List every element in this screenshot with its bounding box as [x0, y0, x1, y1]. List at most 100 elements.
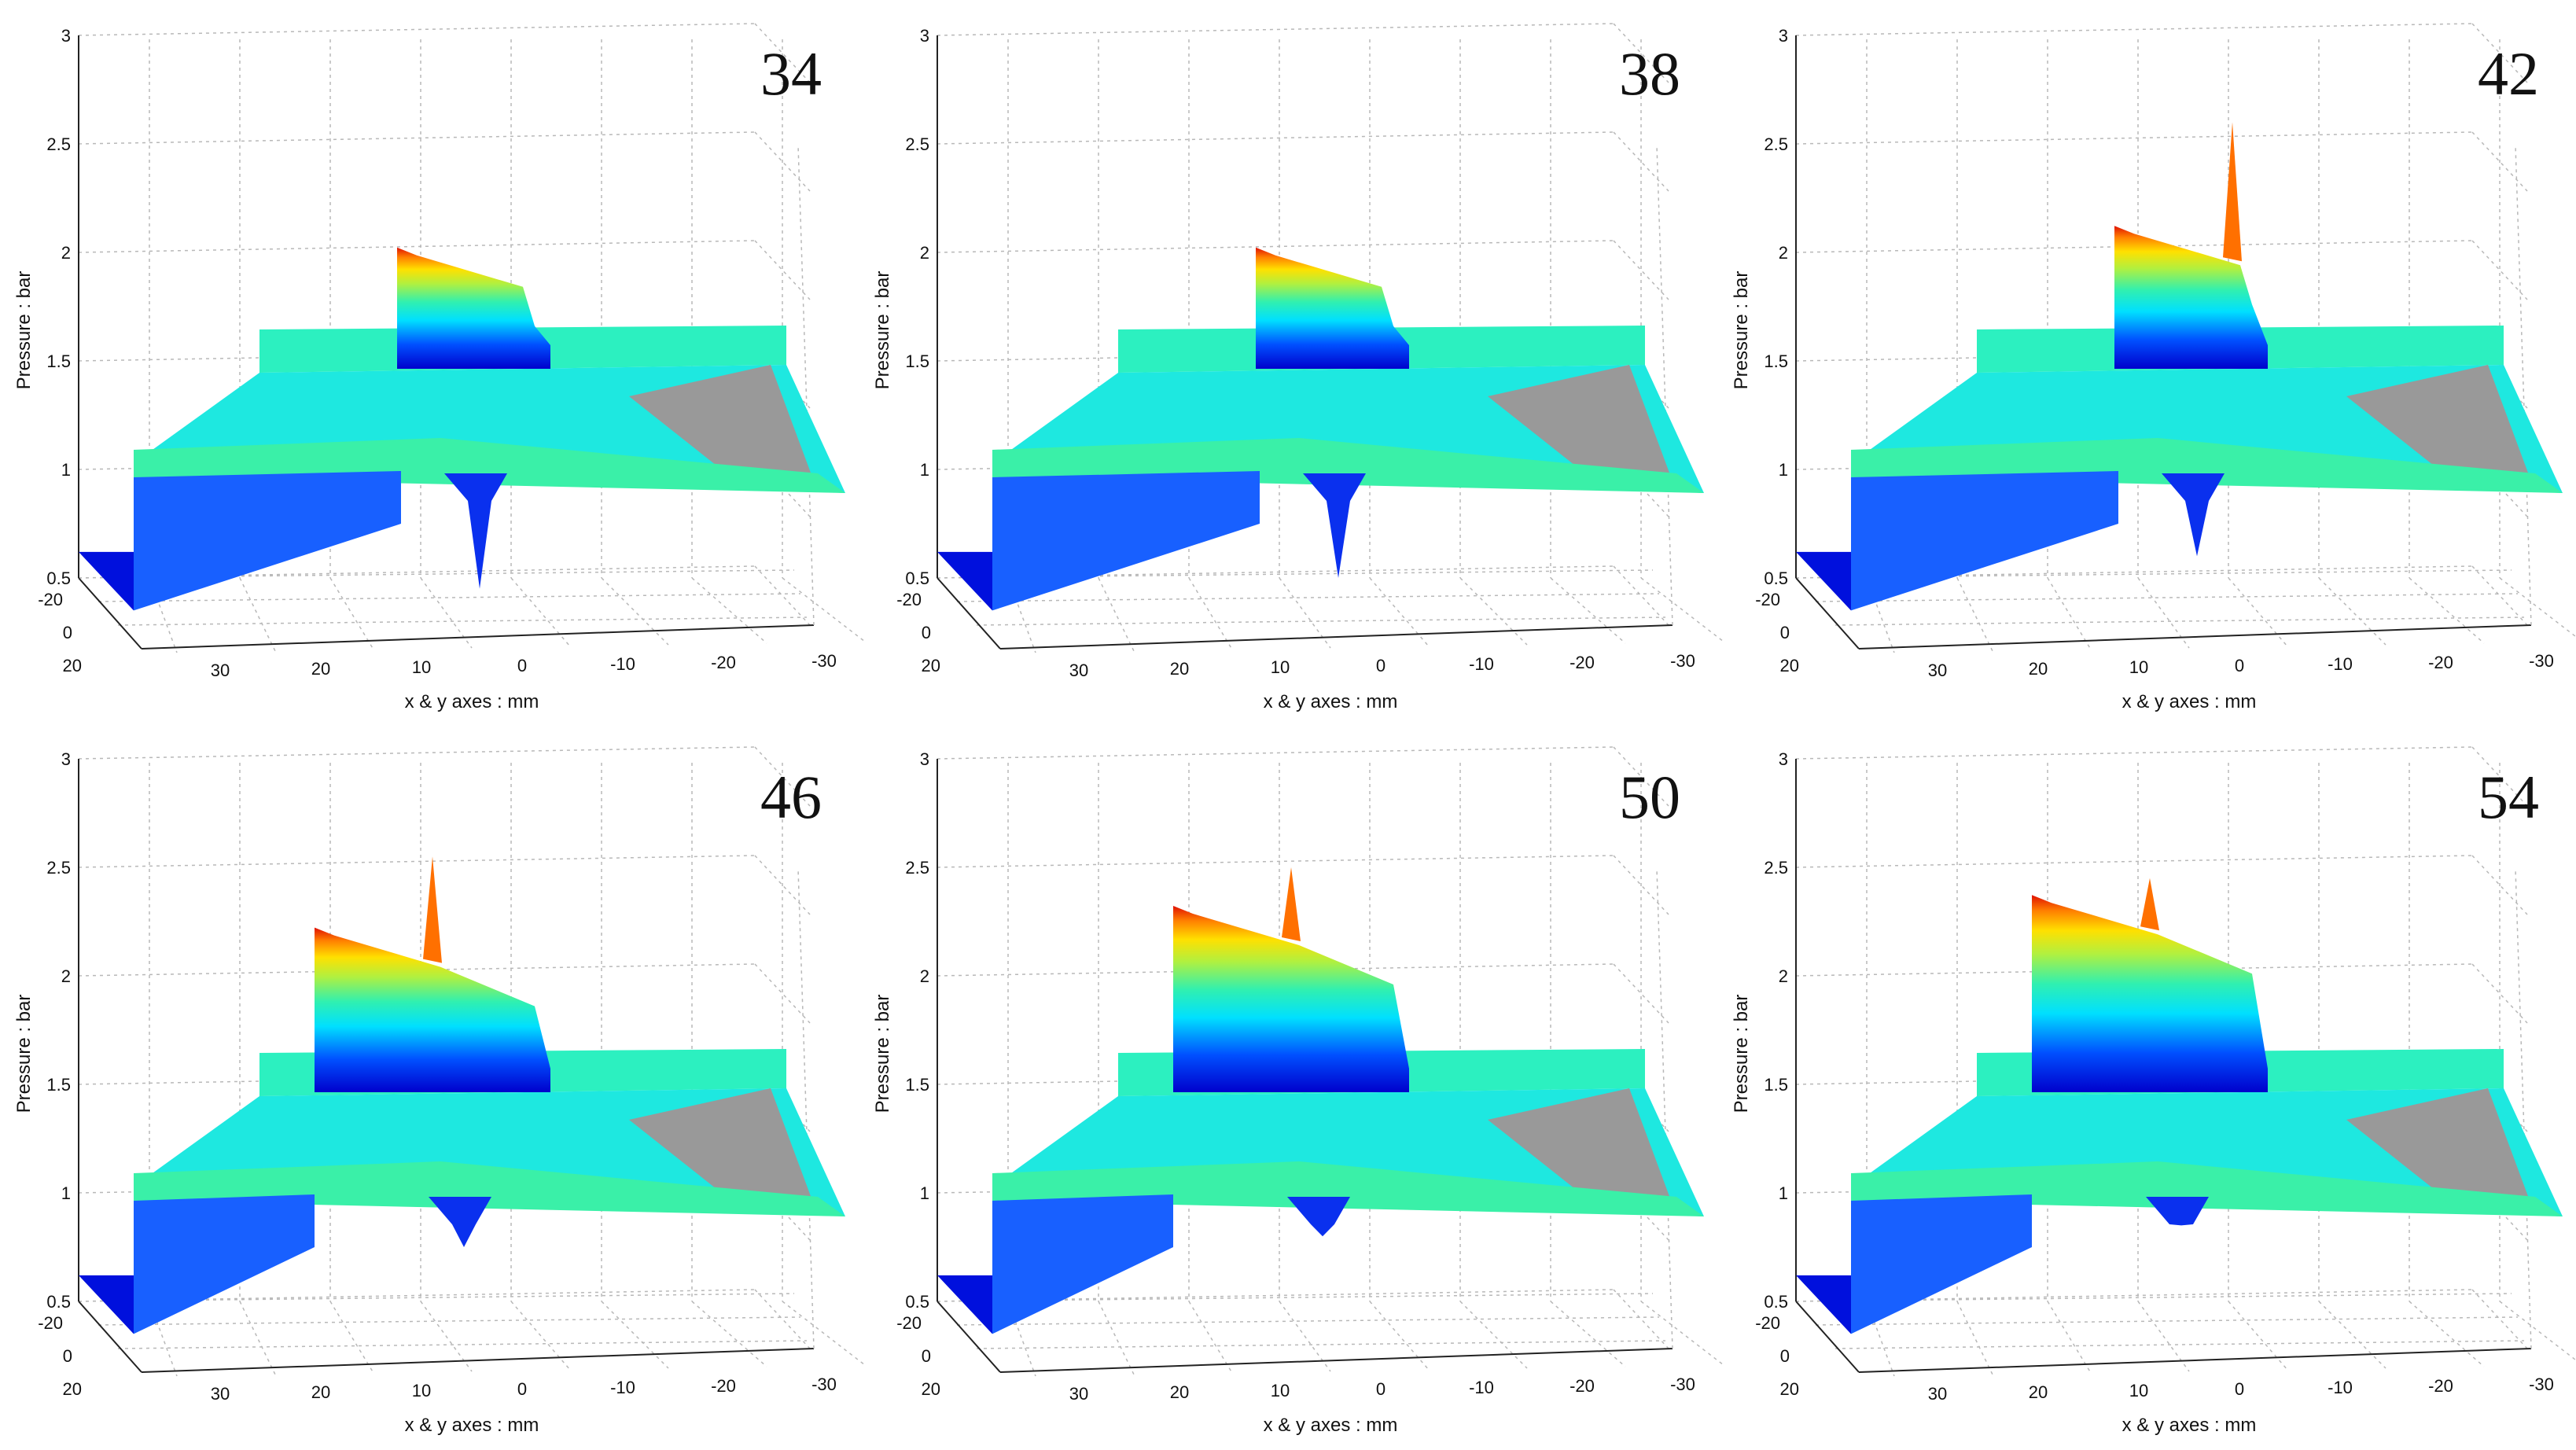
z-tick-label: 1 — [1779, 1183, 1788, 1203]
floor-gridline — [1369, 1301, 1430, 1371]
z-gridline — [78, 746, 756, 760]
z-tick-label: 2.5 — [46, 858, 71, 878]
floor-gridline — [2137, 1301, 2190, 1372]
pressure-dip — [429, 1197, 491, 1247]
x-axis-title: x & y axes : mm — [2122, 1415, 2257, 1436]
z-gridline — [78, 131, 756, 145]
x-tick-label: 20 — [2029, 1382, 2048, 1402]
z-gridline — [1795, 23, 2473, 36]
z-gridline-side — [754, 565, 811, 626]
z-tick-label: 0.5 — [905, 1292, 929, 1312]
z-tick-label: 0.5 — [1764, 1292, 1788, 1312]
x-tick-label: 30 — [211, 1384, 230, 1404]
z-tick-label: 2 — [1779, 243, 1788, 263]
x-axis — [141, 624, 815, 650]
z-tick-label: 0.5 — [905, 569, 929, 588]
z-gridline-side — [2471, 565, 2528, 626]
y-tick-label: 20 — [1780, 1379, 1799, 1399]
z-tick-label: 2 — [1779, 966, 1788, 986]
x-axis-title: x & y axes : mm — [405, 1415, 539, 1436]
x-axis-title: x & y axes : mm — [1264, 691, 1398, 712]
floor-gridline-y — [1815, 1316, 2519, 1326]
floor-gridline — [1369, 577, 1430, 647]
surface-panel-46: 0.5 1 1.5 2 2.5 3 -20 0 20 30 20 10 0 -10 -20 -30 Pressu… — [0, 723, 866, 1441]
y-axis — [78, 1301, 142, 1373]
floor-gridline — [1640, 577, 1724, 642]
pressure-dip — [1303, 473, 1366, 578]
x-tick-label: 30 — [1069, 661, 1088, 680]
x-axis-title: x & y axes : mm — [405, 691, 539, 712]
surface-panel-54: 0.5 1 1.5 2 2.5 3 -20 0 20 30 20 10 0 -10 -20 -30 Pressu… — [1717, 723, 2576, 1441]
right-edge — [2515, 868, 2532, 1349]
floor-gridline — [1459, 577, 1528, 646]
floor-gridline — [2047, 577, 2092, 650]
floor-gridline — [510, 1301, 571, 1371]
y-tick-label: 20 — [63, 1379, 82, 1399]
z-axis-title: Pressure : bar — [872, 995, 893, 1113]
z-tick-label: 2 — [920, 966, 929, 986]
low-pressure-wall — [134, 471, 401, 611]
low-pressure-wall — [1851, 471, 2118, 611]
x-axis — [1858, 624, 2532, 650]
z-gridline — [1795, 746, 2473, 760]
floor-gridline-y — [937, 569, 1654, 579]
floor-gridline-y — [1834, 616, 2525, 626]
x-tick-label: 20 — [2029, 659, 2048, 679]
pressure-block — [2032, 895, 2268, 1092]
x-axis-title: x & y axes : mm — [2122, 691, 2257, 712]
y-tick-label: 0 — [1780, 1346, 1790, 1366]
z-tick-label: 0.5 — [1764, 569, 1788, 588]
floor-gridline-y — [78, 1293, 795, 1302]
z-tick-label: 1.5 — [905, 1075, 929, 1095]
grey-patch — [629, 1088, 814, 1205]
floor-gridline — [691, 577, 767, 644]
x-axis — [1858, 1348, 2532, 1373]
y-axis — [1795, 577, 1860, 650]
floor-gridline — [2499, 1301, 2576, 1361]
pressure-dip — [444, 473, 507, 589]
x-tick-label: 20 — [1170, 1382, 1189, 1402]
x-tick-label: -20 — [2428, 653, 2453, 672]
z-tick-label: 1 — [1779, 460, 1788, 480]
floor-gridline — [1550, 1301, 1626, 1367]
y-tick-label: -20 — [896, 590, 922, 609]
floor-gridline-y — [1795, 1293, 2512, 1302]
floor-gridline — [510, 577, 571, 647]
z-gridline-side — [1613, 1289, 1669, 1349]
surface-panel-38: 0.5 1 1.5 2 2.5 3 -20 0 20 30 20 10 0 -10 -20 -30 Pressu… — [859, 0, 1724, 717]
right-edge — [797, 868, 815, 1349]
y-tick-label: 20 — [922, 656, 940, 675]
z-axis-title: Pressure : bar — [872, 271, 893, 390]
x-tick-label: 30 — [1928, 661, 1947, 680]
x-axis-title: x & y axes : mm — [1264, 1415, 1398, 1436]
pressure-block — [397, 247, 550, 369]
surface-panel-50: 0.5 1 1.5 2 2.5 3 -20 0 20 30 20 10 0 -10 -20 -30 Pressu… — [859, 723, 1724, 1441]
z-gridline — [937, 131, 1614, 145]
floor-gridline — [1098, 577, 1135, 652]
z-tick-label: 2.5 — [905, 134, 929, 154]
floor-gridline — [420, 577, 473, 649]
x-tick-label: -30 — [811, 1375, 837, 1394]
z-tick-label: 3 — [920, 749, 929, 769]
x-tick-label: 20 — [311, 659, 330, 679]
grey-patch — [2346, 1088, 2531, 1205]
floor-gridline — [2228, 1301, 2288, 1371]
z-tick-label: 3 — [1779, 749, 1788, 769]
pressure-block — [315, 927, 550, 1092]
x-axis — [141, 1348, 815, 1373]
floor-gridline-y — [1795, 569, 2512, 579]
z-tick-label: 1 — [61, 460, 71, 480]
x-tick-label: 30 — [1928, 1384, 1947, 1404]
x-tick-label: 0 — [2235, 1379, 2244, 1399]
right-edge — [797, 145, 815, 626]
grey-patch — [1488, 365, 1673, 481]
z-axis-title: Pressure : bar — [13, 271, 35, 390]
floor-gridline-y — [117, 1340, 808, 1349]
floor-gridline — [2409, 1301, 2485, 1367]
floor-gridline-y — [98, 593, 801, 602]
z-tick-label: 2.5 — [46, 134, 71, 154]
low-pressure-floor — [937, 551, 992, 611]
floor-gridline — [1866, 577, 1895, 653]
